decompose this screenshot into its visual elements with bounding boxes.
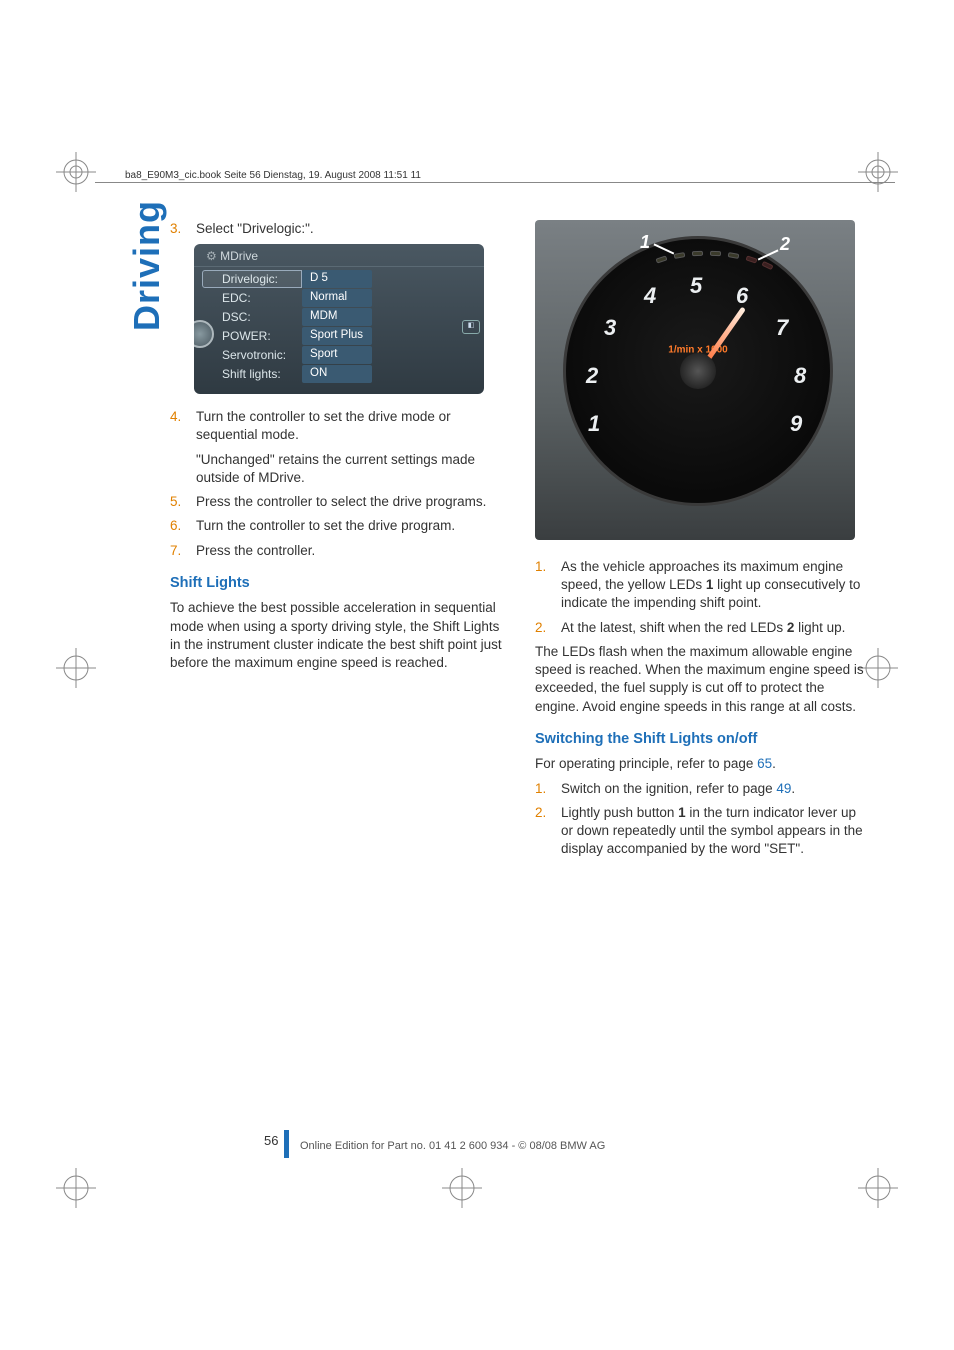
right-step-1: 1. As the vehicle approaches its maximum…: [535, 558, 870, 613]
left-column: 3. Select "Drivelogic:". ⚙ MDrive Drivel…: [170, 220, 505, 864]
t: For operating principle, refer to page: [535, 756, 757, 771]
reg-mark-tr: [858, 152, 898, 192]
mdrive-row: POWER:Sport Plus: [202, 326, 474, 345]
switch-step-1: 1. Switch on the ignition, refer to page…: [535, 780, 870, 798]
mdrive-row-label: Shift lights:: [202, 366, 302, 382]
reg-mark-bl: [56, 1168, 96, 1208]
mdrive-row: Shift lights:ON: [202, 364, 474, 383]
tacho-num: 3: [604, 313, 616, 343]
footer-copyright: Online Edition for Part no. 01 41 2 600 …: [300, 1140, 605, 1152]
para-operating-principle: For operating principle, refer to page 6…: [535, 755, 870, 773]
mdrive-screenshot: ⚙ MDrive Drivelogic:D 5EDC:NormalDSC:MDM…: [194, 244, 484, 394]
step-num: 4.: [170, 408, 196, 444]
mdrive-row-label: Drivelogic:: [202, 270, 302, 288]
step-num: 7.: [170, 542, 196, 560]
step-num: 2.: [535, 804, 561, 859]
step-7: 7. Press the controller.: [170, 542, 505, 560]
right-step-2: 2. At the latest, shift when the red LED…: [535, 619, 870, 637]
step-num: 3.: [170, 220, 196, 238]
page-link-49[interactable]: 49: [776, 781, 791, 796]
callout-2: 2: [773, 232, 797, 256]
tacho-num: 7: [776, 313, 788, 343]
reg-mark-bc: [442, 1168, 482, 1208]
para-shift-lights: To achieve the best possible acceleratio…: [170, 599, 505, 672]
mdrive-title-text: MDrive: [220, 249, 258, 263]
mdrive-row-label: EDC:: [202, 290, 302, 306]
t: .: [772, 756, 776, 771]
step-3: 3. Select "Drivelogic:".: [170, 220, 505, 238]
mdrive-row: DSC:MDM: [202, 307, 474, 326]
tacho-num: 8: [794, 361, 806, 391]
mdrive-row-value: ON: [302, 365, 372, 383]
step-num: 1.: [535, 780, 561, 798]
mdrive-row-value: MDM: [302, 308, 372, 326]
tacho-num: 9: [790, 409, 802, 439]
callout-1: 1: [633, 230, 657, 254]
mdrive-row-label: DSC:: [202, 309, 302, 325]
step-num: 2.: [535, 619, 561, 637]
step-text: As the vehicle approaches its maximum en…: [561, 558, 870, 613]
step-num: 5.: [170, 493, 196, 511]
t: Lightly push button: [561, 805, 678, 820]
step-4-sub: "Unchanged" retains the current settings…: [196, 451, 505, 487]
mdrive-row-value: Sport: [302, 346, 372, 364]
mdrive-row-value: D 5: [302, 270, 372, 288]
running-header: ba8_E90M3_cic.book Seite 56 Dienstag, 19…: [125, 170, 421, 181]
content-area: 3. Select "Drivelogic:". ⚙ MDrive Drivel…: [170, 220, 870, 864]
reg-mark-tl: [56, 152, 96, 192]
mdrive-title: ⚙ MDrive: [194, 244, 484, 267]
mdrive-row-value: Sport Plus: [302, 327, 372, 345]
t: At the latest, shift when the red LEDs: [561, 620, 787, 635]
mdrive-row: Servotronic:Sport: [202, 345, 474, 364]
switch-step-2: 2. Lightly push button 1 in the turn ind…: [535, 804, 870, 859]
mdrive-row: Drivelogic:D 5: [202, 269, 474, 288]
step-5: 5. Press the controller to select the dr…: [170, 493, 505, 511]
para-leds: The LEDs flash when the maximum allowabl…: [535, 643, 870, 716]
tacho-num: 4: [644, 281, 656, 311]
tacho-num: 1: [588, 409, 600, 439]
step-text: Lightly push button 1 in the turn indica…: [561, 804, 870, 859]
t: Switch on the ignition, refer to page: [561, 781, 776, 796]
page-number: 56: [264, 1133, 278, 1148]
step-text: Select "Drivelogic:".: [196, 220, 505, 238]
step-num: 6.: [170, 517, 196, 535]
step-4: 4. Turn the controller to set the drive …: [170, 408, 505, 444]
mdrive-row: EDC:Normal: [202, 288, 474, 307]
page-link-65[interactable]: 65: [757, 756, 772, 771]
header-rule: [95, 182, 895, 183]
step-text: Press the controller.: [196, 542, 505, 560]
reg-mark-br: [858, 1168, 898, 1208]
t: light up.: [794, 620, 845, 635]
step-6: 6. Turn the controller to set the drive …: [170, 517, 505, 535]
tacho-dial: 1/min x 1000 1 2 3 4 5 6 7 8 9: [563, 236, 833, 506]
step-text: Switch on the ignition, refer to page 49…: [561, 780, 870, 798]
tacho-hub: [680, 353, 716, 389]
reg-mark-ml: [56, 648, 96, 688]
tacho-num: 5: [690, 271, 702, 301]
right-column: 1/min x 1000 1 2 3 4 5 6 7 8 9: [535, 220, 870, 864]
side-badge: ◧: [462, 320, 480, 334]
step-text: Press the controller to select the drive…: [196, 493, 505, 511]
step-num: 1.: [535, 558, 561, 613]
mdrive-row-label: POWER:: [202, 328, 302, 344]
heading-shift-lights: Shift Lights: [170, 574, 505, 594]
step-text: At the latest, shift when the red LEDs 2…: [561, 619, 870, 637]
tacho-num: 2: [586, 361, 598, 391]
step-text: Turn the controller to set the drive mod…: [196, 408, 505, 444]
bold: 1: [678, 805, 686, 820]
tachometer-figure: 1/min x 1000 1 2 3 4 5 6 7 8 9: [535, 220, 855, 540]
step-text: Turn the controller to set the drive pro…: [196, 517, 505, 535]
section-tab: Driving: [126, 200, 168, 331]
mdrive-row-value: Normal: [302, 289, 372, 307]
mdrive-row-label: Servotronic:: [202, 347, 302, 363]
heading-switching: Switching the Shift Lights on/off: [535, 730, 870, 750]
t: .: [791, 781, 795, 796]
page-number-bar: [284, 1130, 289, 1158]
